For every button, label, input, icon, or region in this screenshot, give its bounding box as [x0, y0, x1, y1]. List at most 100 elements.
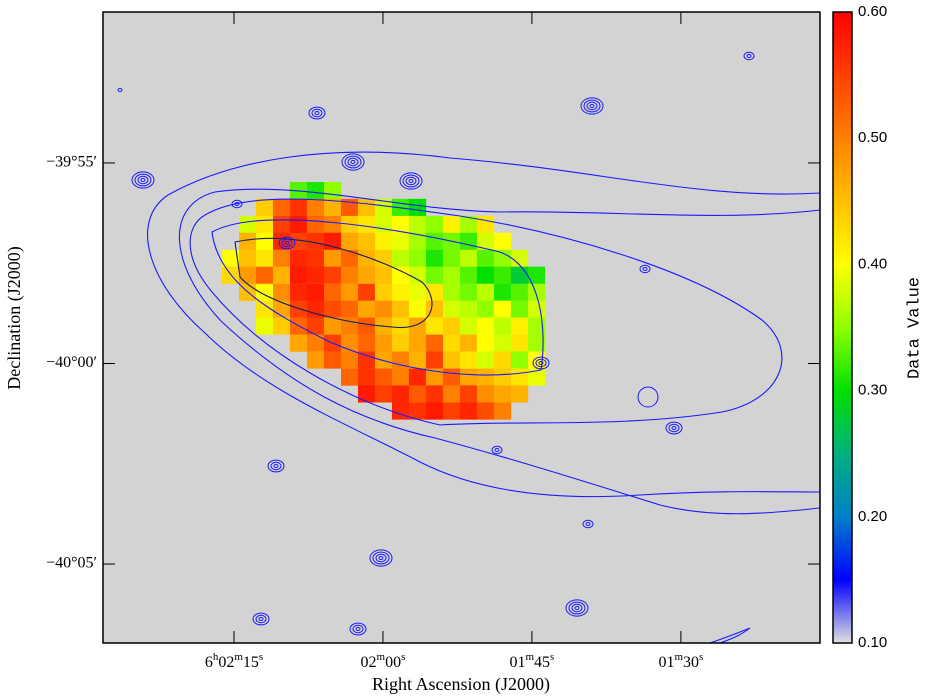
colorbar-tick-label: 0.60: [858, 3, 887, 20]
heatmap-cell: [494, 250, 511, 267]
heatmap-cell: [375, 267, 392, 284]
heatmap-cell: [511, 385, 528, 402]
heatmap-cell: [511, 351, 528, 368]
heatmap-cell: [392, 301, 409, 318]
heatmap-cell: [324, 301, 341, 318]
heatmap-cell: [375, 233, 392, 250]
heatmap-cell: [426, 216, 443, 233]
heatmap-cell: [511, 301, 528, 318]
heatmap-cell: [443, 301, 460, 318]
heatmap-cell: [239, 216, 256, 233]
heatmap-cell: [341, 233, 358, 250]
heatmap-cell: [528, 284, 545, 301]
colorbar-tick-label: 0.30: [858, 382, 887, 399]
heatmap-cell: [511, 284, 528, 301]
heatmap-cell: [443, 402, 460, 419]
heatmap-cell: [307, 318, 324, 335]
heatmap-cell: [307, 216, 324, 233]
heatmap-cell: [239, 250, 256, 267]
heatmap-cell: [392, 233, 409, 250]
heatmap-cell: [392, 385, 409, 402]
heatmap-cell: [477, 250, 494, 267]
heatmap-cell: [290, 250, 307, 267]
heatmap-cell: [494, 385, 511, 402]
heatmap-cell: [307, 182, 324, 199]
heatmap-cell: [341, 250, 358, 267]
heatmap-cell: [494, 284, 511, 301]
heatmap-cell: [307, 284, 324, 301]
heatmap-cell: [358, 301, 375, 318]
heatmap-cell: [477, 335, 494, 352]
heatmap-cell: [443, 351, 460, 368]
colorbar-tick-label: 0.40: [858, 255, 887, 272]
y-tick-label: −40°05′: [46, 555, 97, 572]
heatmap-cell: [256, 267, 273, 284]
heatmap-cell: [426, 351, 443, 368]
heatmap-cell: [426, 250, 443, 267]
heatmap-cell: [392, 402, 409, 419]
x-tick-label: 01m45s: [509, 651, 554, 671]
heatmap-cell: [392, 318, 409, 335]
heatmap-cell: [443, 284, 460, 301]
heatmap-cell: [358, 199, 375, 216]
heatmap-cell: [375, 284, 392, 301]
heatmap-cell: [494, 369, 511, 386]
y-axis-label: Declination (J2000): [4, 246, 25, 389]
heatmap-cell: [511, 335, 528, 352]
heatmap-cell: [477, 369, 494, 386]
heatmap-cell: [426, 385, 443, 402]
heatmap-cell: [273, 199, 290, 216]
heatmap-cell: [341, 351, 358, 368]
heatmap-cell: [409, 199, 426, 216]
heatmap-cell: [324, 233, 341, 250]
heatmap-cell: [494, 351, 511, 368]
heatmap-cell: [511, 318, 528, 335]
heatmap-cell: [358, 369, 375, 386]
heatmap-cell: [290, 335, 307, 352]
heatmap-cell: [392, 284, 409, 301]
heatmap-cell: [341, 369, 358, 386]
heatmap-cell: [460, 369, 477, 386]
heatmap-cell: [324, 250, 341, 267]
heatmap-cell: [443, 335, 460, 352]
heatmap-cell: [477, 402, 494, 419]
heatmap-cell: [409, 284, 426, 301]
heatmap-cell: [290, 216, 307, 233]
heatmap-cell: [409, 335, 426, 352]
heatmap-cell: [460, 335, 477, 352]
heatmap-cell: [375, 301, 392, 318]
heatmap-cell: [307, 351, 324, 368]
heatmap-cell: [392, 250, 409, 267]
heatmap-cell: [460, 402, 477, 419]
heatmap-cell: [409, 369, 426, 386]
heatmap-cell: [324, 284, 341, 301]
colorbar-tick-label: 0.50: [858, 129, 887, 146]
y-tick-label: −39°55′: [46, 154, 97, 171]
x-axis-label: Right Ascension (J2000): [372, 674, 550, 695]
heatmap-cell: [477, 301, 494, 318]
heatmap-cell: [460, 250, 477, 267]
heatmap-cell: [324, 216, 341, 233]
heatmap-cell: [392, 267, 409, 284]
heatmap-cell: [375, 385, 392, 402]
heatmap-cell: [392, 335, 409, 352]
x-tick-label: 6h02m15s: [205, 651, 263, 671]
colorbar: [833, 12, 852, 643]
heatmap-cell: [358, 233, 375, 250]
heatmap-cell: [341, 335, 358, 352]
heatmap-cell: [477, 318, 494, 335]
heatmap-cell: [460, 318, 477, 335]
heatmap-cell: [494, 318, 511, 335]
heatmap-cell: [358, 267, 375, 284]
heatmap-cell: [477, 284, 494, 301]
heatmap-cell: [256, 284, 273, 301]
heatmap-cell: [290, 284, 307, 301]
heatmap-cell: [307, 250, 324, 267]
heatmap-cell: [460, 385, 477, 402]
heatmap-cell: [460, 267, 477, 284]
heatmap-cell: [273, 216, 290, 233]
heatmap-cell: [426, 233, 443, 250]
heatmap-cell: [409, 301, 426, 318]
heatmap-cell: [460, 233, 477, 250]
heatmap-cell: [392, 369, 409, 386]
